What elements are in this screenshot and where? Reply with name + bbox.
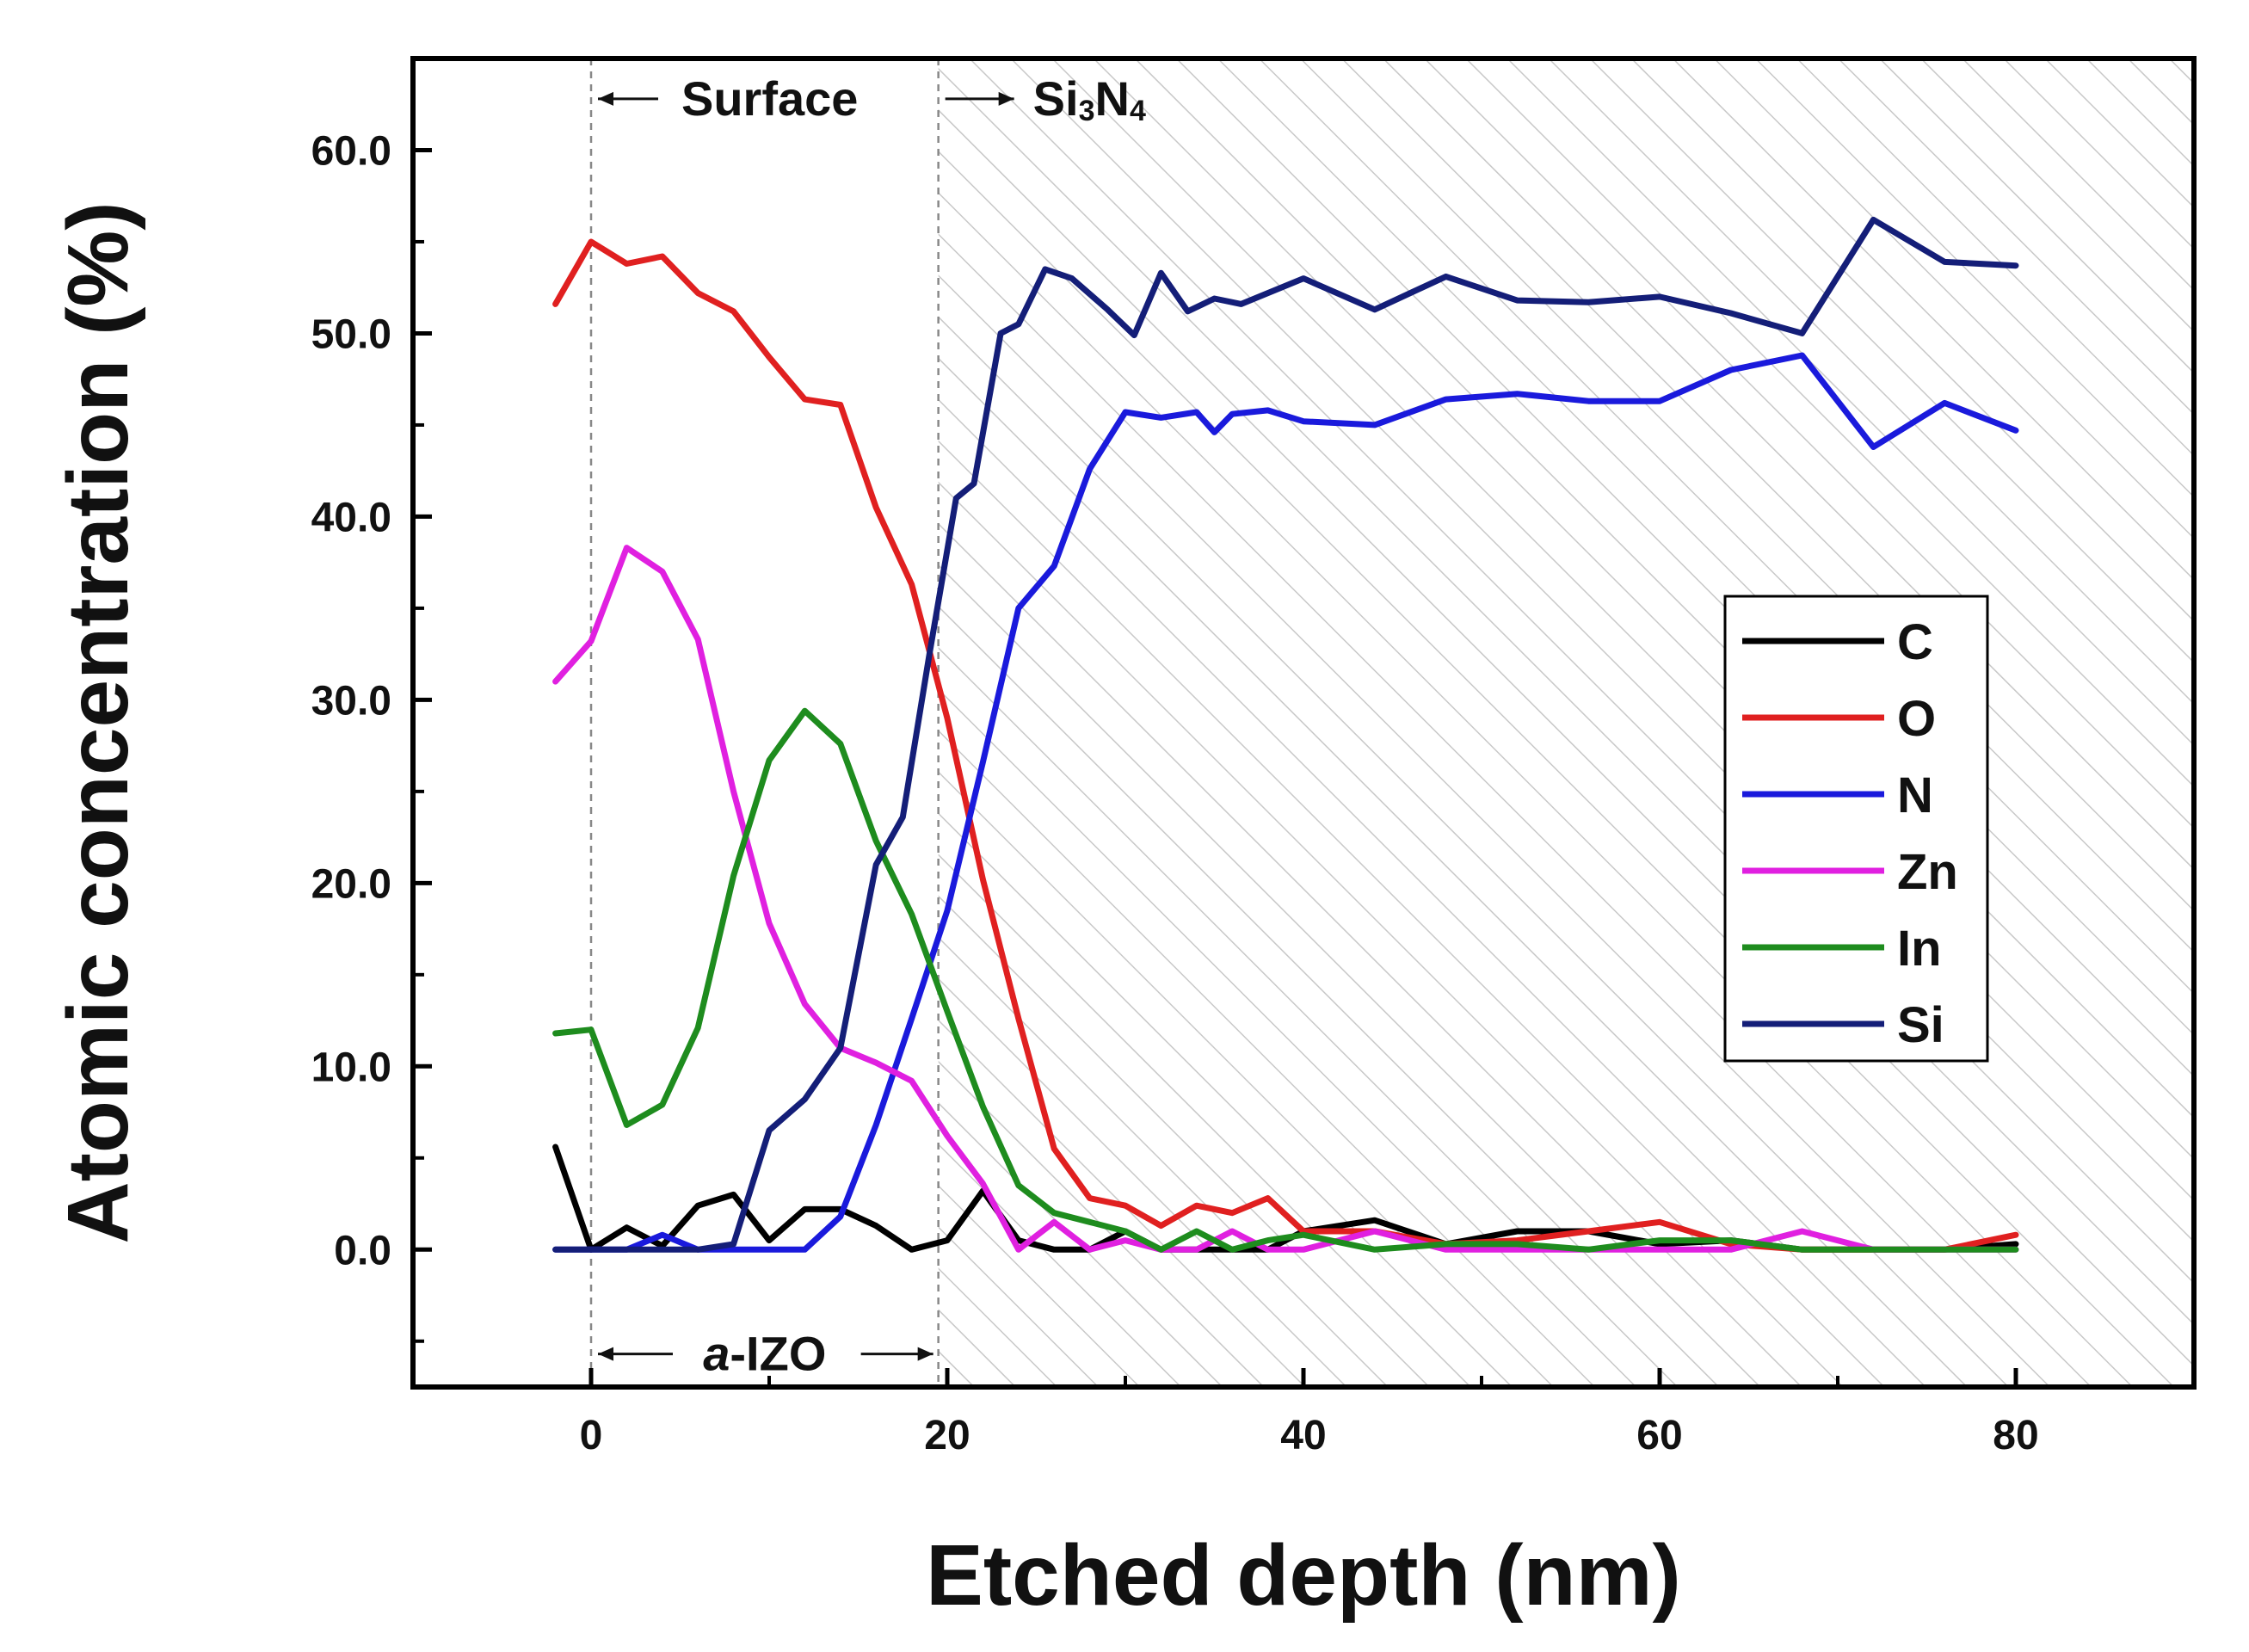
legend-items: CON Zn In Si [1742,614,1958,1053]
arrowhead [598,1347,613,1361]
arrowhead [598,91,613,106]
si3n4-label-n: N [1094,71,1129,126]
series-line-si [552,216,2019,1253]
y-tick-label: 0.0 [334,1228,391,1273]
y-tick-label: 60.0 [311,128,391,174]
legend-label-in: In [1897,921,1942,977]
series-lines [552,216,2019,1253]
series-line-zn [552,545,2019,1253]
si3n4-label-sub2: 4 [1130,95,1146,127]
legend-box [1723,595,1989,1063]
si3n4-label: Si3N4 [1033,71,1146,127]
legend-label-n: N [1897,767,1933,823]
legend-label-c: C [1897,614,1933,670]
legend-label-o: O [1897,691,1936,747]
legend: CON Zn In Si [1723,595,1989,1063]
series-line-in [552,707,2019,1253]
aizo-label: a-IZO [703,1327,826,1381]
arrowhead [917,1347,933,1361]
si3n4-hatched-region [938,59,2194,1387]
y-tick-label: 50.0 [311,311,391,357]
x-tick-label: 60 [1636,1413,1682,1458]
y-tick-label: 10.0 [311,1045,391,1090]
aizo-double-arrow [598,1347,933,1361]
surface-label: Surface [681,71,858,126]
aizo-label-italic: a [703,1327,730,1381]
y-tick-label: 30.0 [311,678,391,724]
y-axis-title: Atomic concentration (%) [50,201,146,1243]
legend-label-zn: Zn [1897,844,1958,900]
layer-boundaries [589,59,940,1387]
aizo-label-rest: -IZO [730,1327,826,1381]
series-line-o [552,238,2019,1253]
axis-tick-labels: 0 20 40 60 80 0.0 10.0 20.0 30.0 40.0 50.0 60.0 [311,128,2039,1458]
si3n4-label-si: Si [1033,71,1079,126]
x-tick-label: 80 [1993,1413,2038,1458]
x-tick-label: 40 [1280,1413,1326,1458]
x-tick-label: 0 [580,1413,603,1458]
annotations: Surface Si3N4 a-IZO [598,71,1146,1381]
si3n4-arrow [945,91,1014,106]
y-tick-label: 20.0 [311,861,391,907]
x-axis-title: Etched depth (nm) [926,1527,1681,1624]
surface-arrow [598,91,658,106]
axis-ticks [413,57,2018,1387]
legend-label-si: Si [1897,997,1944,1053]
si3n4-label-sub1: 3 [1079,95,1095,127]
arrowhead [998,91,1014,106]
y-tick-label: 40.0 [311,495,391,540]
series-line-n [552,352,2019,1253]
x-tick-label: 20 [924,1413,970,1458]
